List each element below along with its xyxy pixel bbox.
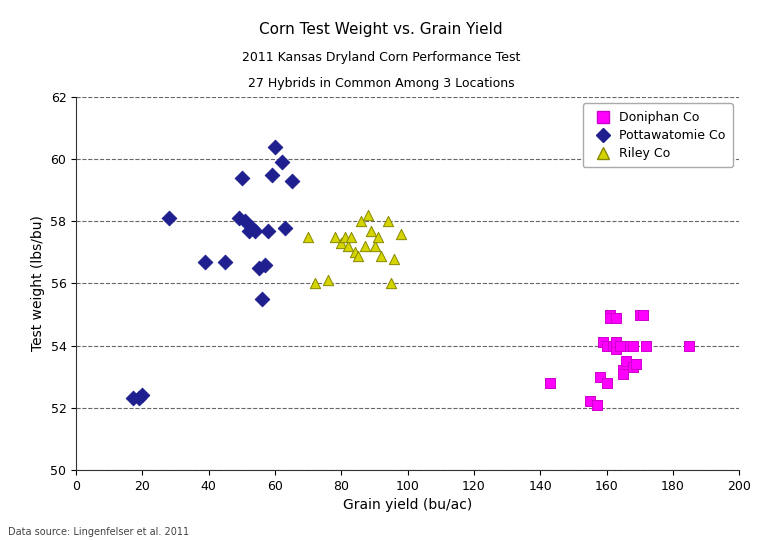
Riley Co (309, 279, 321, 288)
Pottawatomie Co (219, 258, 232, 266)
Doniphan Co (640, 341, 652, 350)
Text: Data source: Lingenfelser et al. 2011: Data source: Lingenfelser et al. 2011 (8, 526, 189, 537)
Doniphan Co (637, 310, 649, 319)
Pottawatomie Co (256, 295, 268, 303)
Pottawatomie Co (239, 217, 251, 226)
Text: Corn Test Weight vs. Grain Yield: Corn Test Weight vs. Grain Yield (259, 22, 503, 37)
Doniphan Co (627, 363, 639, 372)
Riley Co (389, 254, 401, 263)
Pottawatomie Co (163, 214, 175, 222)
Legend: Doniphan Co, Pottawatomie Co, Riley Co: Doniphan Co, Pottawatomie Co, Riley Co (583, 104, 733, 167)
Pottawatomie Co (249, 226, 261, 235)
Riley Co (385, 279, 397, 288)
Doniphan Co (584, 397, 596, 406)
Doniphan Co (604, 310, 616, 319)
Y-axis label: Test weight (lbs/bu): Test weight (lbs/bu) (31, 215, 45, 352)
Pottawatomie Co (126, 394, 139, 403)
Pottawatomie Co (276, 158, 288, 167)
Pottawatomie Co (236, 173, 248, 182)
Riley Co (358, 242, 370, 251)
Riley Co (362, 211, 374, 219)
Text: 2011 Kansas Dryland Corn Performance Test: 2011 Kansas Dryland Corn Performance Tes… (242, 51, 520, 64)
Pottawatomie Co (279, 223, 291, 232)
Doniphan Co (623, 341, 636, 350)
Pottawatomie Co (252, 264, 264, 272)
Riley Co (368, 242, 380, 251)
Doniphan Co (591, 400, 603, 409)
Riley Co (372, 233, 384, 241)
Riley Co (348, 248, 360, 256)
Doniphan Co (613, 341, 626, 350)
Riley Co (382, 217, 394, 226)
Doniphan Co (604, 313, 616, 322)
Pottawatomie Co (269, 143, 281, 151)
X-axis label: Grain yield (bu/ac): Grain yield (bu/ac) (343, 498, 472, 512)
Pottawatomie Co (262, 226, 274, 235)
Pottawatomie Co (200, 258, 212, 266)
Doniphan Co (610, 345, 623, 353)
Riley Co (375, 251, 387, 260)
Pottawatomie Co (242, 226, 255, 235)
Pottawatomie Co (246, 223, 258, 232)
Doniphan Co (544, 379, 556, 387)
Doniphan Co (617, 366, 629, 375)
Doniphan Co (607, 341, 620, 350)
Doniphan Co (610, 313, 623, 322)
Riley Co (328, 233, 341, 241)
Doniphan Co (594, 372, 606, 381)
Doniphan Co (627, 341, 639, 350)
Doniphan Co (600, 379, 613, 387)
Pottawatomie Co (286, 177, 298, 185)
Doniphan Co (597, 338, 610, 347)
Riley Co (335, 239, 347, 247)
Pottawatomie Co (136, 391, 149, 400)
Riley Co (355, 217, 367, 226)
Riley Co (342, 242, 354, 251)
Doniphan Co (617, 369, 629, 378)
Doniphan Co (600, 341, 613, 350)
Riley Co (365, 226, 377, 235)
Riley Co (345, 233, 357, 241)
Riley Co (352, 251, 364, 260)
Doniphan Co (610, 338, 623, 347)
Riley Co (322, 276, 335, 285)
Riley Co (395, 230, 407, 238)
Doniphan Co (620, 357, 632, 366)
Doniphan Co (633, 310, 645, 319)
Pottawatomie Co (266, 171, 278, 179)
Pottawatomie Co (259, 260, 271, 269)
Pottawatomie Co (232, 214, 245, 222)
Text: 27 Hybrids in Common Among 3 Locations: 27 Hybrids in Common Among 3 Locations (248, 77, 514, 90)
Riley Co (302, 233, 314, 241)
Pottawatomie Co (133, 394, 146, 403)
Doniphan Co (684, 341, 696, 350)
Doniphan Co (630, 360, 642, 368)
Riley Co (338, 233, 351, 241)
